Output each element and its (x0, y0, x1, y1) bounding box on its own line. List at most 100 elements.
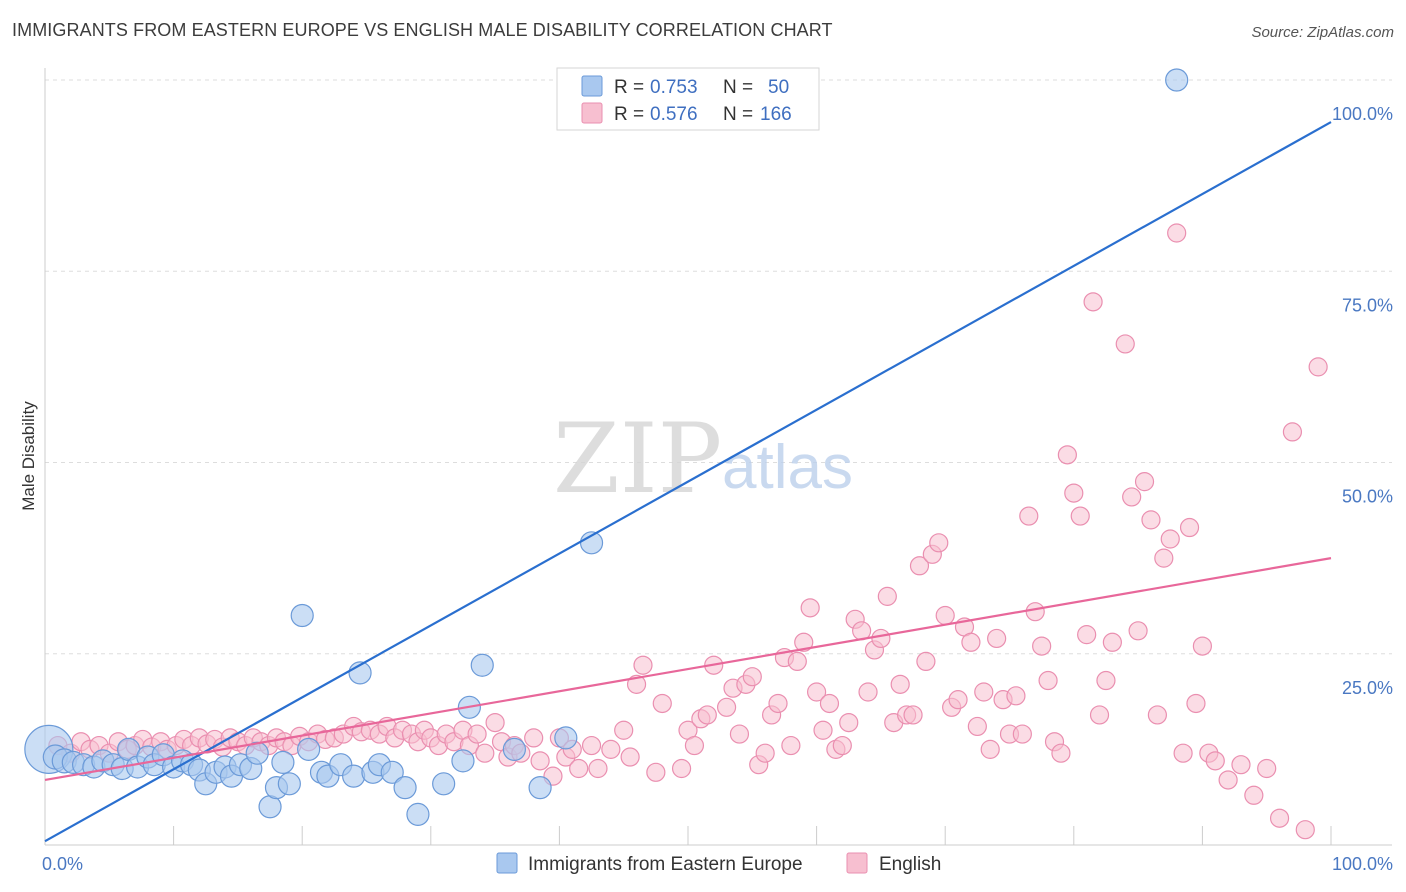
tick-labels: 25.0% 50.0% 75.0% 100.0% 0.0% 100.0% (42, 104, 1393, 874)
legend-r-value-1: 0.753 (650, 77, 698, 98)
english-point (909, 556, 930, 576)
english-point (485, 712, 505, 733)
english-point (1218, 770, 1238, 790)
english-point (1244, 785, 1264, 805)
series-legend-label-pink: English (879, 854, 941, 875)
x-tick-label-0: 0.0% (42, 854, 83, 874)
chart-title: IMMIGRANTS FROM EASTERN EUROPE VS ENGLIS… (12, 20, 833, 40)
legend-n-label-1: N = (723, 77, 753, 98)
english-point (1173, 743, 1193, 763)
y-tick-label-25: 25.0% (1342, 678, 1393, 698)
legend-r-label-1: R = (614, 77, 644, 98)
english-point (633, 655, 653, 675)
eastern-europe-point (451, 749, 475, 773)
english-point (530, 751, 550, 771)
english-point (1128, 621, 1148, 641)
english-point (467, 724, 487, 744)
watermark: ZIP atlas (553, 403, 853, 515)
eastern-europe-point (290, 603, 314, 628)
english-point (1231, 755, 1251, 775)
english-point (652, 693, 672, 714)
english-point (974, 682, 994, 702)
eastern-europe-point (277, 772, 301, 796)
legend-n-value-1: 50 (768, 77, 789, 98)
english-point (646, 762, 666, 782)
eastern-europe-point (297, 737, 321, 761)
english-point (858, 682, 878, 702)
english-point (1051, 743, 1071, 763)
correlation-legend: R = 0.753 N = 50 R = 0.576 N = 166 (556, 67, 820, 131)
eastern-europe-trend-line (44, 121, 1332, 843)
eastern-europe-point (554, 726, 578, 750)
english-point (935, 605, 955, 626)
english-point (524, 728, 544, 748)
y-axis-title: Male Disability (19, 401, 38, 511)
english-point (794, 632, 814, 652)
eastern-europe-point (271, 750, 295, 774)
english-point (781, 735, 801, 756)
eastern-europe-point (470, 653, 494, 677)
series-legend-swatch-pink (846, 852, 868, 874)
legend-n-label-2: N = (723, 104, 753, 125)
english-point (819, 693, 840, 714)
english-point (948, 690, 968, 710)
chart-source: Source: ZipAtlas.com (1251, 24, 1394, 41)
eastern-europe-point (406, 802, 430, 827)
english-point (1122, 487, 1142, 507)
eastern-europe-point (393, 776, 417, 800)
english-point (614, 720, 634, 740)
watermark-atlas: atlas (722, 433, 853, 502)
english-point (1064, 483, 1084, 503)
english-point (877, 586, 897, 606)
english-point (1012, 724, 1032, 744)
legend-n-value-2: 166 (760, 104, 792, 125)
legend-swatch-blue (581, 75, 603, 97)
english-point (1025, 602, 1045, 622)
english-point (813, 720, 833, 740)
english-point (967, 716, 987, 737)
english-point (1006, 686, 1026, 706)
english-point (684, 735, 705, 756)
english-point (871, 628, 891, 649)
english-point (742, 667, 762, 687)
english-point (569, 758, 589, 779)
english-point (1154, 548, 1174, 568)
watermark-zip: ZIP (553, 403, 722, 515)
axes (44, 68, 1392, 846)
english-point (1179, 517, 1200, 538)
english-point (1186, 693, 1206, 714)
english-point (588, 758, 608, 779)
series-legend-swatch-blue (496, 852, 518, 874)
series-legend-label-blue: Immigrants from Eastern Europe (528, 854, 803, 875)
english-point (1032, 636, 1052, 656)
english-point (916, 651, 936, 672)
english-point (716, 697, 737, 717)
english-point (1192, 636, 1213, 656)
english-point (890, 674, 910, 694)
english-point (581, 735, 602, 756)
english-point (903, 705, 923, 725)
series-legend: Immigrants from Eastern Europe English (496, 852, 941, 875)
english-point (1257, 758, 1277, 779)
y-tick-label-100: 100.0% (1332, 104, 1393, 124)
english-point (1115, 334, 1135, 354)
grid-lines (45, 79, 1392, 655)
english-point (1160, 529, 1180, 549)
english-point (832, 735, 852, 756)
english-point (1057, 445, 1077, 465)
eastern-europe-point (528, 776, 552, 800)
english-point (768, 693, 788, 714)
eastern-europe-point (245, 741, 269, 765)
english-point (1282, 422, 1303, 442)
eastern-europe-point (1165, 68, 1189, 92)
english-point (1167, 223, 1187, 243)
legend-r-value-2: 0.576 (650, 104, 698, 125)
x-tick-label-100: 100.0% (1332, 854, 1393, 874)
trend-lines (44, 121, 1332, 843)
english-point (787, 651, 807, 672)
english-point (1134, 472, 1155, 492)
english-point (1295, 820, 1315, 840)
english-point (601, 739, 621, 759)
english-point (1308, 357, 1328, 377)
